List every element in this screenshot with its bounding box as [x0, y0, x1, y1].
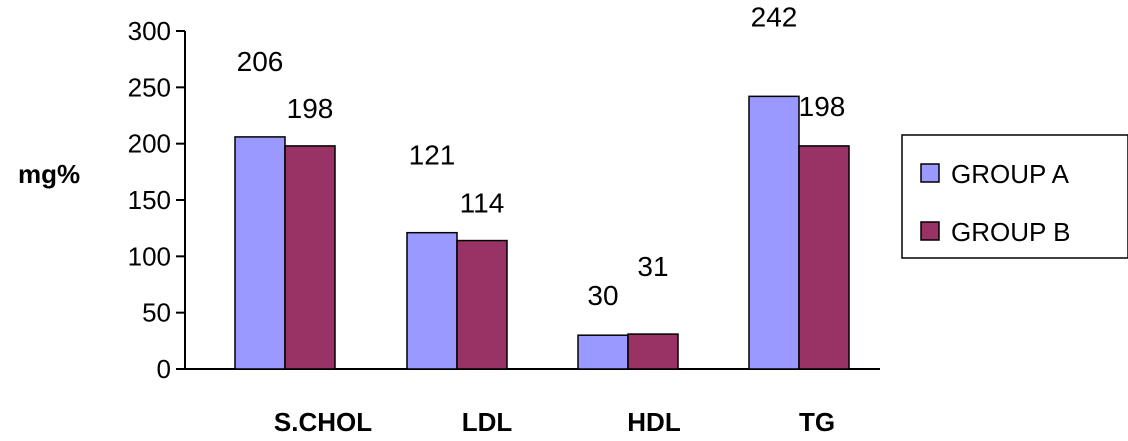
- y-tick-label: 250: [128, 72, 171, 102]
- data-label: 114: [460, 188, 505, 219]
- bar-group-b-ldl: [456, 239, 508, 370]
- y-tick-label: 300: [128, 16, 171, 46]
- bar-group-a-ldl: [406, 231, 458, 370]
- x-category-label: HDL: [627, 407, 681, 437]
- legend: GROUP A GROUP B: [901, 134, 1128, 259]
- x-category-label: TG: [799, 407, 835, 437]
- y-tick-label: 0: [157, 354, 171, 384]
- data-label: 198: [287, 93, 334, 124]
- data-label: 30: [587, 280, 618, 311]
- data-label: 198: [799, 91, 846, 122]
- bar-group-a-hdl: [577, 334, 629, 370]
- bar-group-b-tg: [798, 145, 850, 370]
- legend-label: GROUP B: [951, 217, 1070, 247]
- data-label: 31: [637, 251, 668, 282]
- bar-group-b-schol: [284, 145, 336, 370]
- bar-group-a-tg: [748, 95, 800, 370]
- data-label: 242: [751, 1, 798, 32]
- y-axis-title: mg%: [18, 159, 80, 189]
- bar-group-a-schol: [234, 136, 286, 370]
- y-tick-label: 50: [142, 298, 171, 328]
- y-tick-label: 200: [128, 129, 171, 159]
- y-tick-label: 100: [128, 241, 171, 271]
- legend-label: GROUP A: [951, 159, 1070, 189]
- data-label: 121: [409, 140, 456, 171]
- bar-group-b-hdl: [627, 333, 679, 370]
- y-axis: 0 50 100 150 200 250 300: [128, 16, 186, 384]
- y-tick-label: 150: [128, 185, 171, 215]
- data-label: 206: [237, 46, 284, 77]
- x-axis: S.CHOL LDL HDL TG: [185, 368, 880, 437]
- data-labels-group: 206 121 30 242 198 114 31 198: [237, 1, 846, 311]
- bars-group: [234, 95, 850, 370]
- legend-swatch: [920, 163, 940, 183]
- x-category-label: S.CHOL: [274, 407, 372, 437]
- legend-swatch: [920, 221, 940, 241]
- x-category-label: LDL: [462, 407, 513, 437]
